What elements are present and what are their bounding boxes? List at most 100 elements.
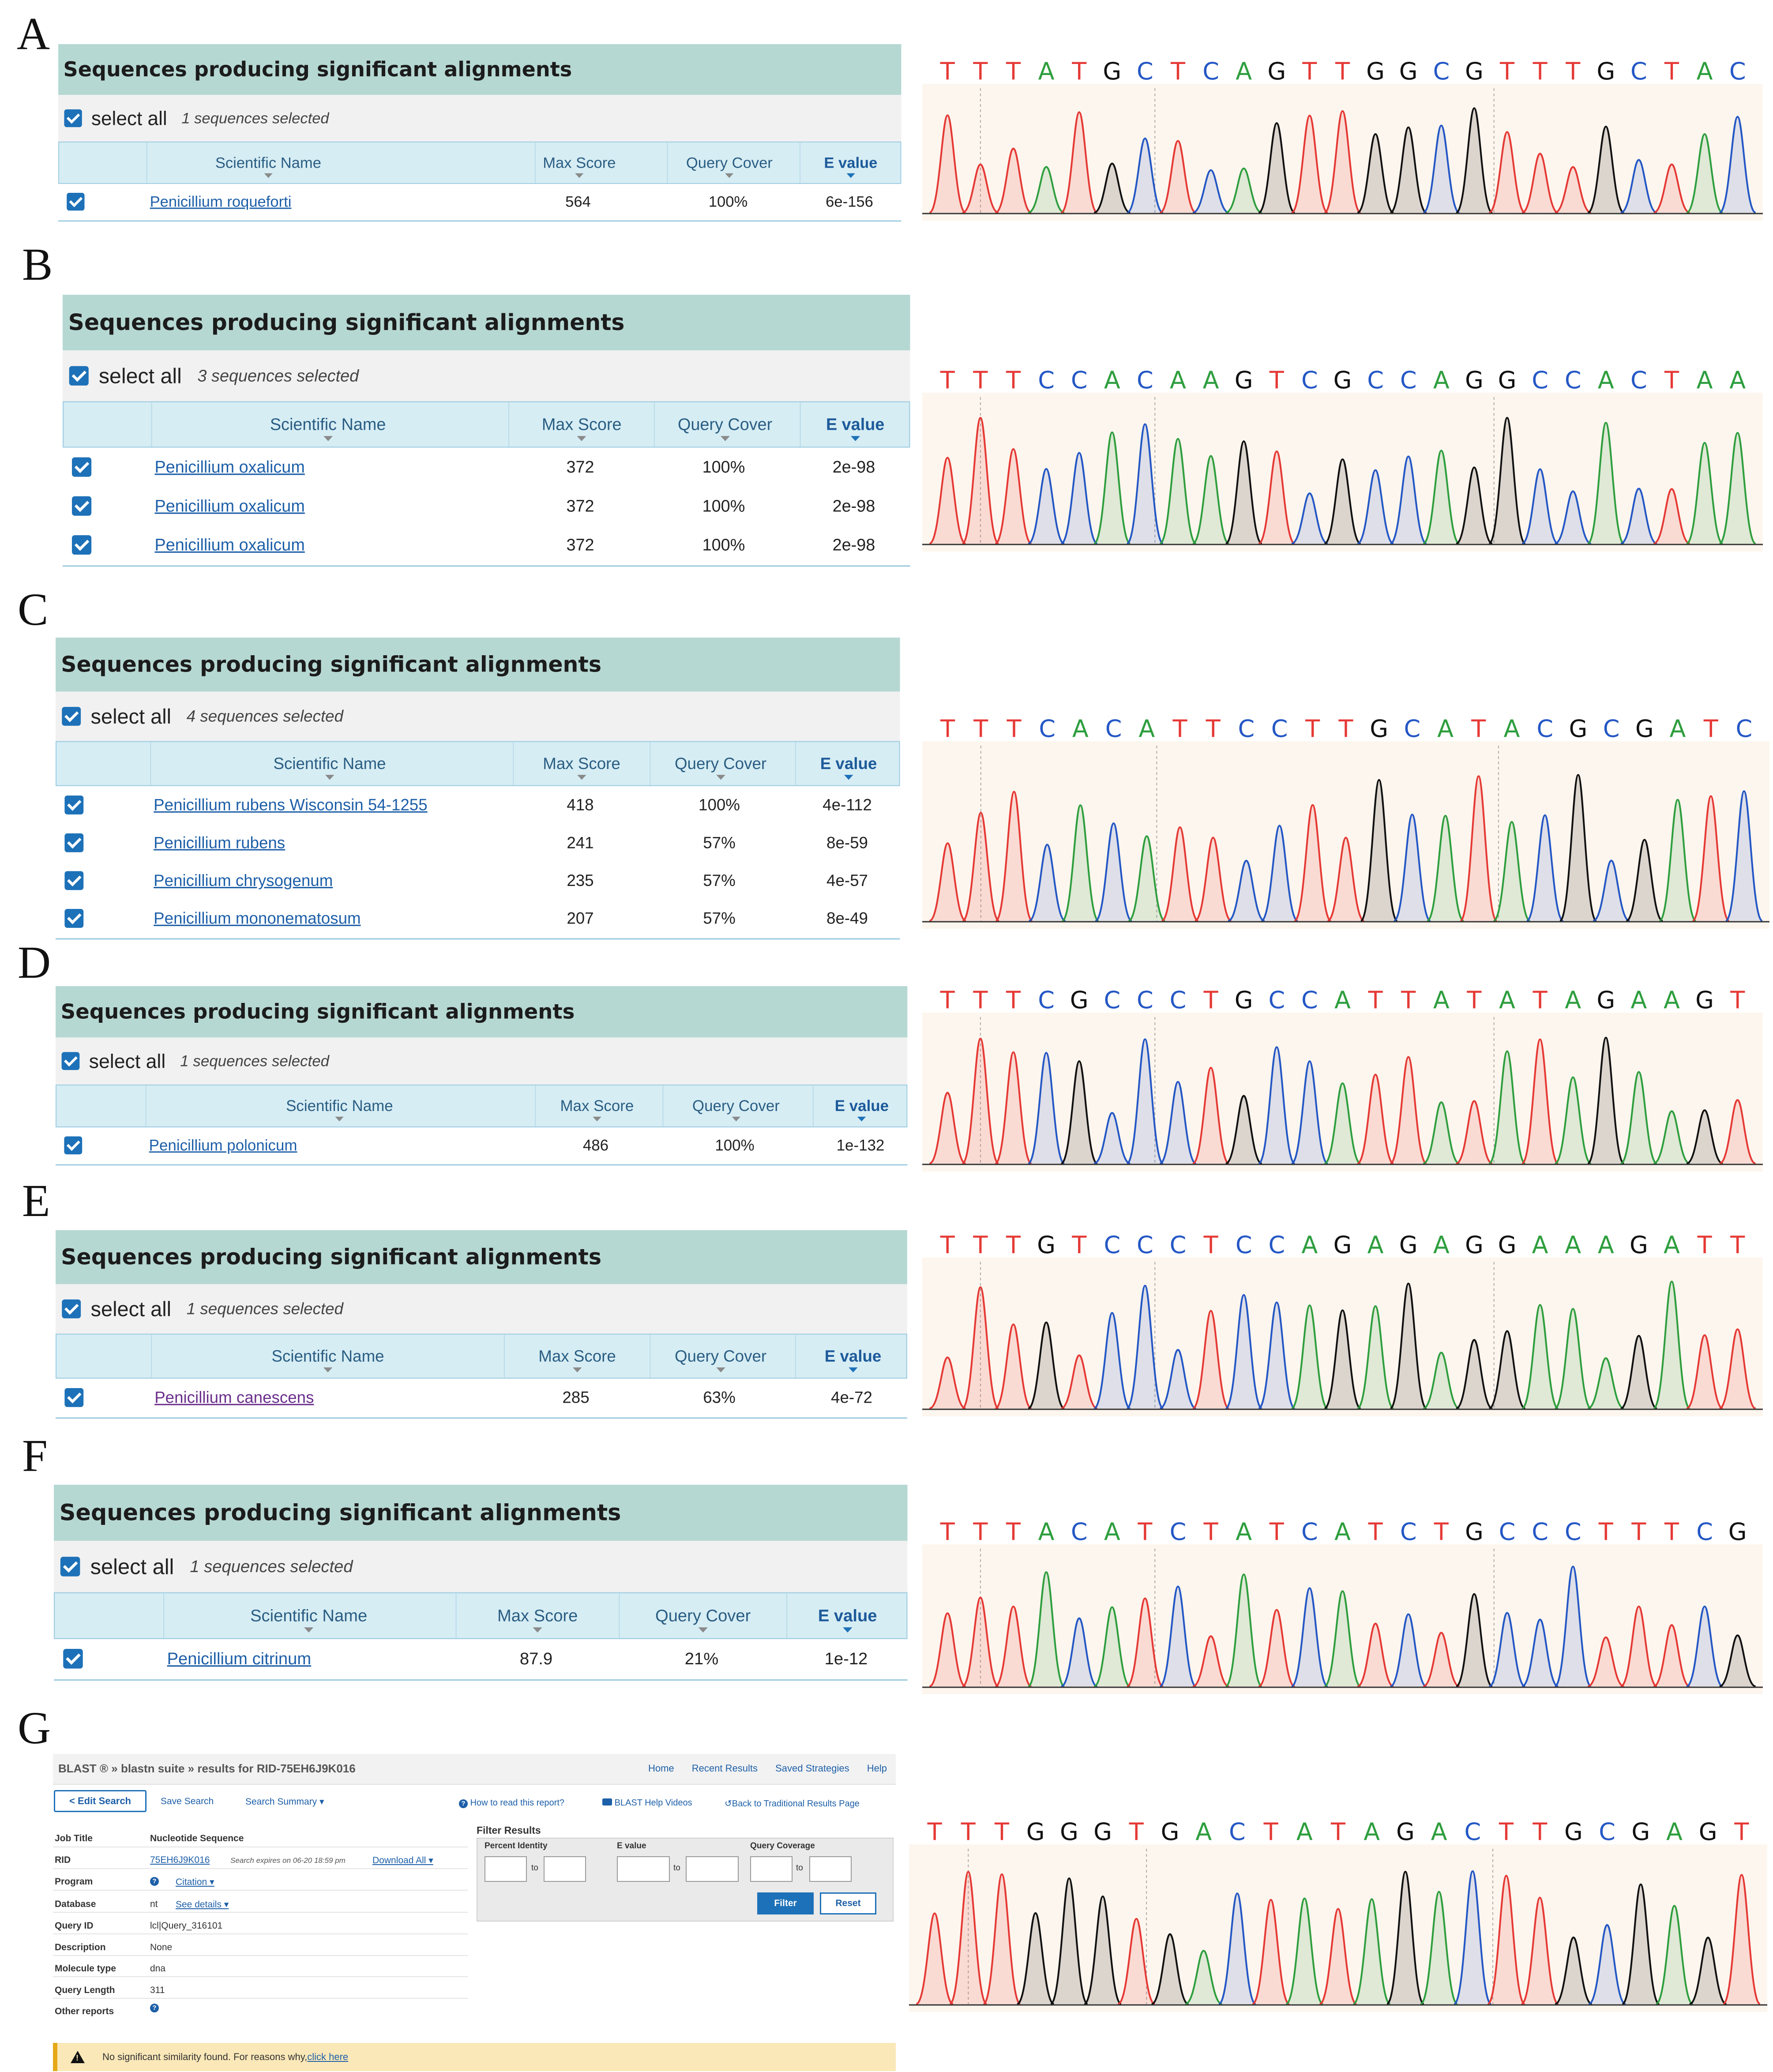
col-max-score[interactable]: Max Score [455, 1593, 619, 1638]
download-all-link[interactable]: Download All ▾ [372, 1855, 433, 1866]
col-scientific-name[interactable]: Scientific Name [163, 1593, 453, 1638]
col-e-value[interactable]: E value [812, 1085, 910, 1127]
row-checkbox[interactable] [64, 909, 84, 928]
trace-peak-A [1062, 804, 1099, 922]
col-e-value[interactable]: E value [786, 1593, 908, 1638]
how-to-read-link[interactable]: ? How to read this report? [459, 1798, 564, 1808]
row-checkbox[interactable] [64, 796, 84, 815]
citation-link[interactable]: Citation ▾ [176, 1877, 214, 1887]
sort-caret-icon [533, 1627, 542, 1633]
e-value-min-input[interactable] [617, 1856, 670, 1882]
select-all-label[interactable]: select all [90, 704, 172, 728]
query-coverage-min-input[interactable] [750, 1856, 793, 1882]
col-query-cover[interactable]: Query Cover [667, 142, 791, 183]
select-all-label[interactable]: select all [90, 1297, 172, 1321]
select-all-label[interactable]: select all [89, 1050, 166, 1072]
row-checkbox[interactable] [64, 871, 84, 890]
row-checkbox[interactable] [72, 496, 92, 516]
scientific-name-link[interactable]: Penicillium oxalicum [154, 535, 305, 554]
select-all-checkbox[interactable] [64, 109, 82, 128]
home-link[interactable]: Home [648, 1763, 674, 1774]
base-call-letter: A [1367, 1231, 1384, 1259]
col-query-cover[interactable]: Query Cover [650, 742, 791, 785]
col-query-cover[interactable]: Query Cover [619, 1593, 786, 1638]
select-all-label[interactable]: select all [90, 1554, 174, 1579]
col-max-score[interactable]: Max Score [504, 1334, 650, 1378]
trace-peak-G [1324, 458, 1361, 544]
trace-peak-C [1192, 169, 1229, 214]
scientific-name-link[interactable]: Penicillium roqueforti [150, 192, 292, 210]
select-all-checkbox[interactable] [69, 366, 89, 386]
scientific-name-link[interactable]: Penicillium polonicum [149, 1136, 297, 1154]
col-e-value[interactable]: E value [799, 142, 901, 183]
scientific-name-link[interactable]: Penicillium rubens Wisconsin 54-1255 [154, 796, 428, 814]
percent-identity-max-input[interactable] [544, 1856, 586, 1882]
col-query-cover[interactable]: Query Cover [650, 1334, 791, 1378]
base-call-letter: T [1007, 715, 1022, 743]
save-search-link[interactable]: Save Search [161, 1796, 214, 1806]
program-help-icon[interactable]: ? [150, 1877, 159, 1886]
query-cover-cell: 100% [708, 192, 748, 210]
scientific-name-link[interactable]: Penicillium chrysogenum [154, 871, 333, 890]
col-max-score[interactable]: Max Score [534, 142, 623, 183]
reset-button[interactable]: Reset [820, 1892, 876, 1914]
scientific-name-link[interactable]: Penicillium citrinum [167, 1649, 312, 1668]
select-all-checkbox[interactable] [61, 1052, 80, 1070]
scientific-name-link[interactable]: Penicillium oxalicum [154, 496, 305, 515]
col-e-value[interactable]: E value [800, 402, 910, 447]
filter-button[interactable]: Filter [757, 1892, 814, 1914]
table-row: Penicillium roqueforti 564 100% 6e-156 [58, 184, 901, 220]
chromatogram-background [922, 1257, 1763, 1416]
back-traditional-link[interactable]: ↺Back to Traditional Results Page [725, 1798, 860, 1809]
database-value: nt [150, 1899, 158, 1909]
trace-peak-T [1653, 488, 1690, 544]
col-query-cover[interactable]: Query Cover [662, 1085, 808, 1127]
col-max-score[interactable]: Max Score [508, 402, 654, 447]
saved-strategies-link[interactable]: Saved Strategies [775, 1763, 849, 1774]
row-checkbox[interactable] [64, 1136, 83, 1155]
query-coverage-max-input[interactable] [809, 1856, 852, 1882]
select-all-checkbox[interactable] [62, 707, 81, 726]
select-all-checkbox[interactable] [60, 1557, 80, 1577]
scientific-name-link[interactable]: Penicillium oxalicum [154, 457, 305, 477]
see-details-link[interactable]: See details ▾ [176, 1899, 229, 1910]
scientific-name-link[interactable]: Penicillium rubens [154, 833, 285, 852]
col-e-value[interactable]: E value [795, 1334, 910, 1378]
select-all-checkbox[interactable] [62, 1299, 81, 1318]
col-max-score[interactable]: Max Score [534, 1085, 658, 1127]
col-max-score[interactable]: Max Score [513, 742, 650, 785]
percent-identity-min-input[interactable] [485, 1856, 527, 1882]
col-scientific-name[interactable]: Scientific Name [150, 742, 508, 785]
row-checkbox[interactable] [64, 833, 84, 852]
row-checkbox[interactable] [67, 192, 85, 211]
col-scientific-name[interactable]: Scientific Name [145, 1085, 533, 1127]
col-e-value[interactable]: E value [795, 742, 901, 785]
base-call-letter: A [1334, 1518, 1351, 1546]
select-all-label[interactable]: select all [91, 107, 167, 129]
search-summary-link[interactable]: Search Summary ▾ [245, 1797, 324, 1807]
e-value-max-input[interactable] [686, 1856, 739, 1882]
other-reports-help-icon[interactable]: ? [150, 2004, 159, 2012]
scientific-name-link[interactable]: Penicillium mononematosum [154, 909, 361, 927]
e-value-cell: 4e-72 [831, 1388, 872, 1407]
select-all-label[interactable]: select all [98, 364, 182, 388]
click-here-link[interactable]: click here [307, 2051, 349, 2062]
col-scientific-name[interactable]: Scientific Name [146, 142, 389, 183]
base-call-letter: T [1263, 1818, 1279, 1846]
col-scientific-name[interactable]: Scientific Name [151, 1334, 504, 1378]
row-checkbox[interactable] [72, 457, 92, 477]
sort-caret-icon [725, 173, 734, 178]
edit-search-button[interactable]: < Edit Search [54, 1790, 146, 1812]
help-link[interactable]: Help [867, 1763, 887, 1774]
col-scientific-name[interactable]: Scientific Name [151, 402, 504, 447]
help-videos-link[interactable]: BLAST Help Videos [602, 1798, 692, 1808]
recent-results-link[interactable]: Recent Results [691, 1763, 758, 1774]
row-checkbox[interactable] [63, 1649, 83, 1669]
col-checkbox-header [56, 742, 150, 785]
row-checkbox[interactable] [64, 1388, 84, 1407]
rid-link[interactable]: 75EH6J9K016 [150, 1855, 210, 1865]
scientific-name-link[interactable]: Penicillium canescens [154, 1388, 314, 1407]
col-query-cover[interactable]: Query Cover [654, 402, 795, 447]
trace-peak-G [1559, 774, 1597, 922]
row-checkbox[interactable] [72, 535, 92, 555]
